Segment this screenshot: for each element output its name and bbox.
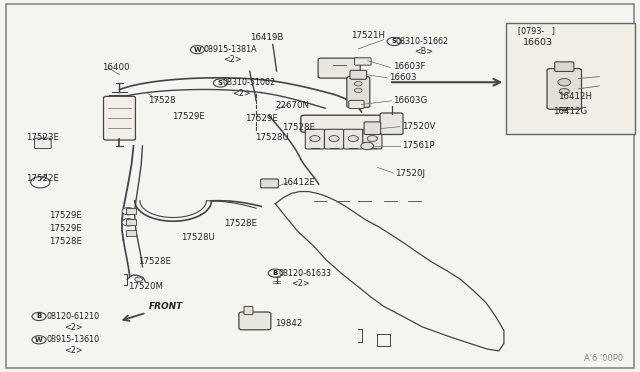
Text: 08120-61633: 08120-61633 — [278, 269, 332, 278]
Bar — [126, 219, 136, 225]
Text: W: W — [35, 337, 43, 343]
Bar — [126, 231, 136, 236]
Bar — [506, 23, 635, 134]
Text: 08915-13610: 08915-13610 — [47, 335, 100, 344]
Circle shape — [355, 88, 362, 93]
Text: 16603: 16603 — [389, 73, 417, 82]
Text: 17529E: 17529E — [244, 114, 278, 123]
Text: 16412E: 16412E — [282, 178, 315, 187]
Circle shape — [387, 37, 401, 45]
Text: <2>: <2> — [291, 279, 310, 288]
FancyBboxPatch shape — [244, 307, 253, 315]
Circle shape — [558, 78, 571, 86]
FancyBboxPatch shape — [347, 77, 370, 108]
Text: <2>: <2> — [223, 55, 241, 64]
FancyBboxPatch shape — [363, 129, 382, 149]
Text: 08120-61210: 08120-61210 — [47, 312, 100, 321]
Text: 16603F: 16603F — [394, 62, 426, 71]
Text: 16419B: 16419B — [250, 33, 283, 42]
FancyBboxPatch shape — [104, 96, 136, 140]
Text: <B>: <B> — [415, 47, 433, 56]
Text: 17528E: 17528E — [224, 219, 257, 228]
FancyBboxPatch shape — [364, 122, 381, 135]
FancyBboxPatch shape — [355, 58, 371, 65]
Circle shape — [310, 136, 320, 141]
Text: S: S — [392, 38, 397, 45]
Text: B: B — [273, 270, 278, 276]
Text: 08915-1381A: 08915-1381A — [204, 45, 257, 54]
Text: [0793-   ]: [0793- ] — [518, 26, 555, 35]
Text: 17529E: 17529E — [49, 211, 82, 220]
FancyBboxPatch shape — [35, 138, 51, 148]
Text: 17528E: 17528E — [282, 123, 315, 132]
Text: 17561P: 17561P — [402, 141, 435, 151]
FancyBboxPatch shape — [239, 312, 271, 330]
Circle shape — [348, 136, 358, 141]
Text: 17520J: 17520J — [396, 169, 426, 177]
Text: 17528U: 17528U — [180, 232, 214, 242]
FancyBboxPatch shape — [380, 113, 403, 135]
Text: 19842: 19842 — [275, 319, 303, 328]
Bar — [126, 208, 136, 214]
FancyBboxPatch shape — [350, 70, 367, 79]
Circle shape — [190, 45, 204, 54]
FancyBboxPatch shape — [349, 100, 364, 109]
Circle shape — [135, 277, 143, 282]
Text: W: W — [193, 46, 201, 52]
Text: 17528E: 17528E — [49, 237, 82, 246]
Text: 16603G: 16603G — [394, 96, 428, 105]
Text: 17523E: 17523E — [26, 133, 60, 142]
FancyBboxPatch shape — [547, 68, 582, 109]
Circle shape — [32, 312, 46, 321]
Text: <2>: <2> — [65, 346, 83, 355]
Circle shape — [268, 269, 282, 277]
Text: 17529E: 17529E — [49, 224, 82, 233]
Text: 16603: 16603 — [524, 38, 554, 47]
Text: 17528U: 17528U — [255, 133, 289, 142]
Text: <2>: <2> — [232, 89, 250, 98]
FancyBboxPatch shape — [555, 62, 574, 71]
Text: 16412H: 16412H — [557, 92, 591, 101]
Circle shape — [213, 79, 227, 87]
Circle shape — [122, 219, 135, 226]
Text: 08310-51662: 08310-51662 — [396, 37, 449, 46]
Text: 08310-51062: 08310-51062 — [223, 78, 276, 87]
FancyBboxPatch shape — [344, 129, 363, 149]
Circle shape — [367, 136, 378, 141]
Circle shape — [122, 208, 135, 215]
Text: S: S — [218, 80, 223, 86]
Circle shape — [32, 336, 46, 344]
Text: 17528E: 17528E — [138, 257, 171, 266]
Text: 17528: 17528 — [148, 96, 175, 105]
FancyBboxPatch shape — [305, 129, 324, 149]
Text: 17520M: 17520M — [129, 282, 163, 291]
FancyBboxPatch shape — [318, 58, 360, 78]
Text: 16412G: 16412G — [553, 108, 588, 116]
Circle shape — [355, 81, 362, 86]
Circle shape — [329, 136, 339, 141]
Circle shape — [361, 142, 374, 150]
Text: 17529E: 17529E — [172, 112, 205, 121]
Text: 17522E: 17522E — [26, 174, 60, 183]
Text: <2>: <2> — [65, 323, 83, 332]
Text: 17520V: 17520V — [402, 122, 435, 131]
Text: 17521H: 17521H — [351, 31, 385, 41]
FancyBboxPatch shape — [301, 115, 392, 132]
FancyBboxPatch shape — [260, 179, 278, 188]
Circle shape — [559, 89, 570, 94]
Text: 22670N: 22670N — [275, 101, 309, 110]
Text: B: B — [36, 314, 42, 320]
Text: 16400: 16400 — [102, 63, 129, 72]
Text: A'6 '00P0: A'6 '00P0 — [584, 354, 623, 363]
FancyBboxPatch shape — [324, 129, 344, 149]
Text: FRONT: FRONT — [149, 302, 183, 311]
